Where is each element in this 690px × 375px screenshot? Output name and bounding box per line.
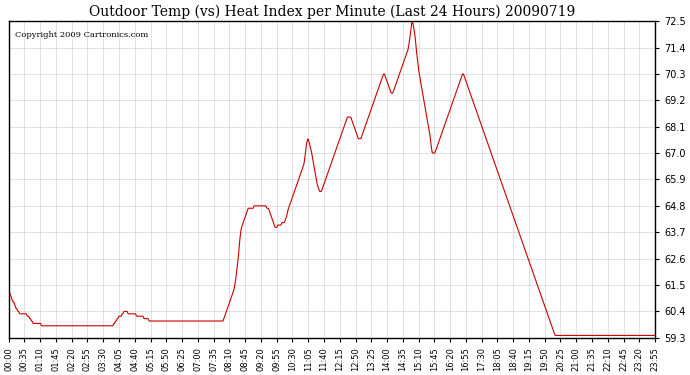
Text: Copyright 2009 Cartronics.com: Copyright 2009 Cartronics.com — [15, 31, 148, 39]
Title: Outdoor Temp (vs) Heat Index per Minute (Last 24 Hours) 20090719: Outdoor Temp (vs) Heat Index per Minute … — [89, 4, 575, 18]
